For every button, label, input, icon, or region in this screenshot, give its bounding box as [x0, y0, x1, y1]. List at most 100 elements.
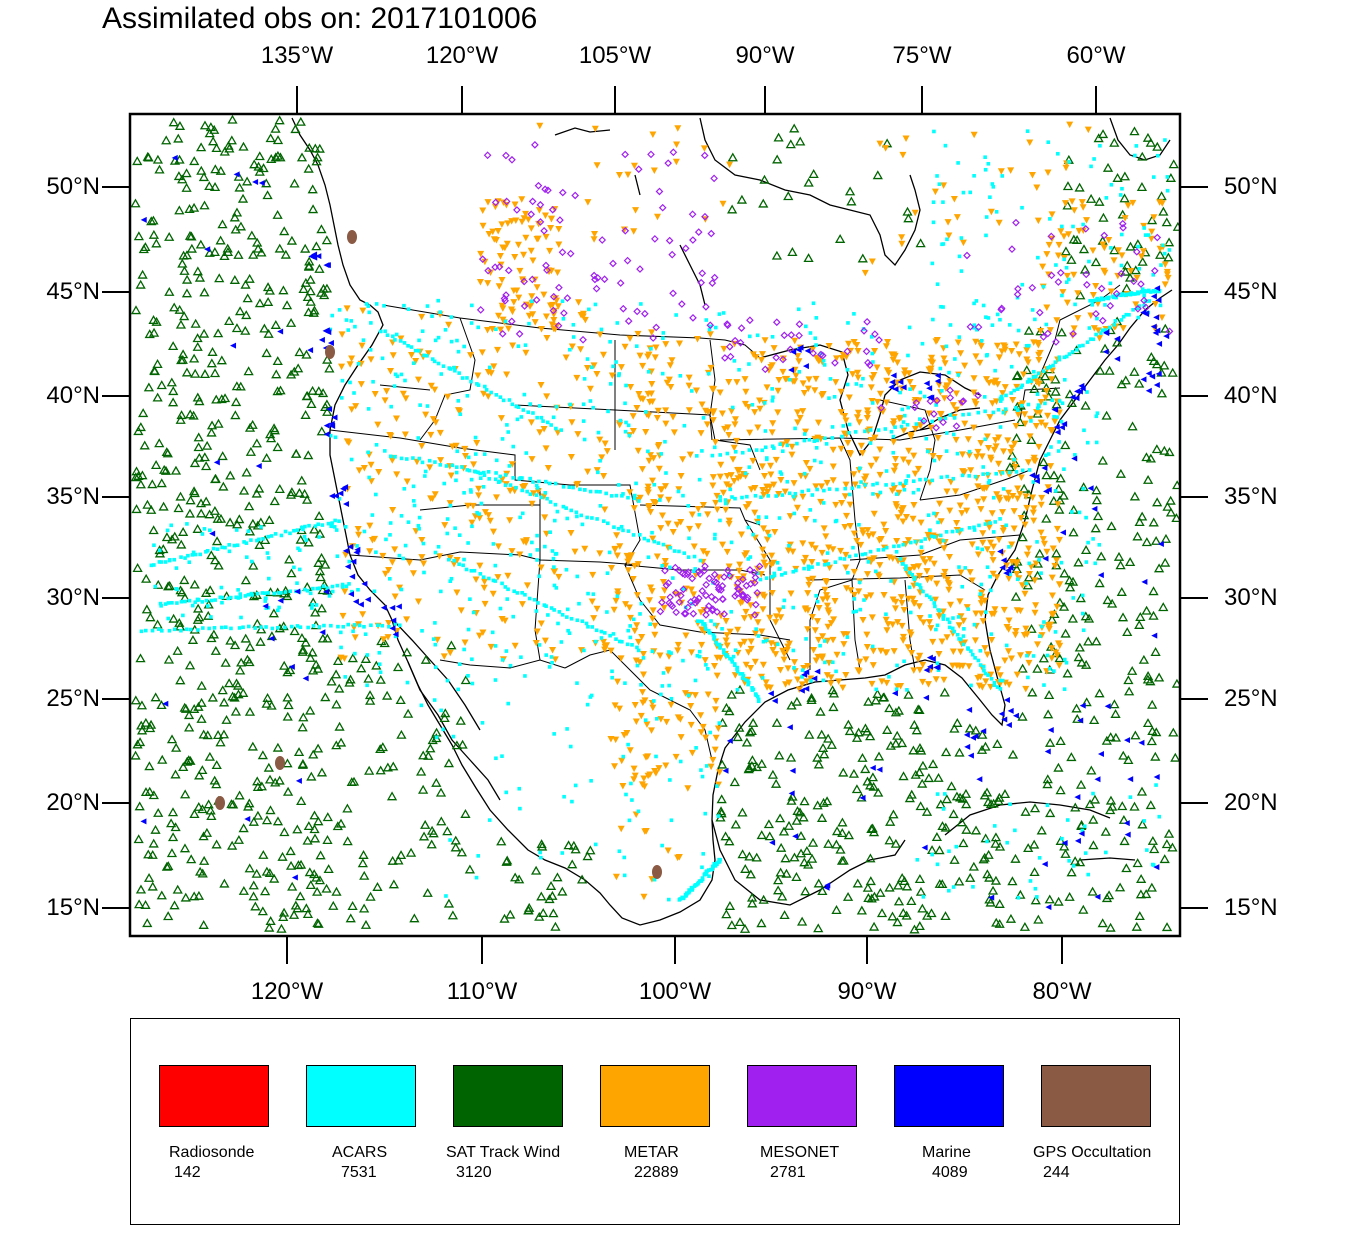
sat-track-wind-marker [304, 142, 315, 152]
sat-track-wind-marker [915, 238, 926, 248]
acars-marker [976, 658, 981, 663]
metar-marker [742, 388, 750, 396]
metar-marker [648, 615, 656, 623]
undefined [764, 515, 769, 520]
acars-marker [263, 591, 267, 595]
undefined [470, 681, 475, 686]
mesonet-marker [939, 418, 947, 427]
sat-track-wind-marker [148, 315, 159, 324]
undefined [1026, 675, 1030, 680]
sat-track-wind-marker [248, 880, 259, 890]
mesonet-marker [671, 563, 680, 572]
sat-track-wind-marker [1075, 779, 1087, 789]
metar-marker [945, 232, 953, 239]
undefined [1059, 419, 1064, 424]
sat-track-wind-marker [420, 819, 431, 829]
undefined [884, 469, 889, 473]
metar-marker [714, 725, 722, 732]
undefined [468, 488, 473, 492]
metar-marker [999, 390, 1007, 397]
undefined [494, 756, 498, 761]
sat-track-wind-marker [254, 151, 265, 161]
acars-marker [1036, 371, 1041, 376]
sat-track-wind-marker [797, 916, 808, 926]
mesonet-marker [700, 151, 709, 160]
sat-track-wind-marker [306, 399, 317, 409]
sat-track-wind-marker [744, 727, 756, 737]
acars-marker [672, 549, 677, 553]
sat-track-wind-marker [1121, 283, 1132, 293]
metar-marker [426, 464, 434, 471]
undefined [731, 654, 736, 659]
undefined [456, 399, 461, 403]
acars-marker [626, 529, 631, 533]
metar-marker [742, 661, 750, 669]
sat-track-wind-marker [195, 866, 206, 876]
acars-marker [863, 552, 868, 556]
sat-track-wind-marker [206, 633, 217, 643]
sat-track-wind-marker [279, 226, 290, 236]
metar-marker [1022, 625, 1030, 633]
metar-marker [747, 665, 755, 672]
sat-track-wind-marker [401, 647, 413, 657]
undefined [956, 161, 960, 165]
mesonet-marker [484, 266, 492, 275]
acars-marker [1133, 292, 1137, 296]
metar-marker [677, 518, 685, 526]
sat-track-wind-marker [1033, 914, 1044, 924]
sat-track-wind-marker [443, 758, 455, 768]
metar-marker [1099, 241, 1107, 248]
undefined [506, 701, 511, 706]
acars-marker [409, 345, 414, 349]
sat-track-wind-marker [393, 855, 404, 865]
metar-marker [1066, 121, 1074, 129]
undefined [1037, 634, 1042, 639]
metar-marker [697, 430, 705, 437]
acars-marker [847, 431, 851, 435]
metar-marker [702, 407, 710, 415]
metar-marker [1048, 645, 1056, 652]
sat-track-wind-marker [209, 505, 221, 515]
sat-track-wind-marker [1064, 582, 1076, 592]
mesonet-marker [662, 581, 671, 590]
metar-marker [760, 559, 768, 567]
sat-track-wind-marker [345, 913, 356, 923]
metar-marker [661, 558, 669, 565]
metar-marker [906, 629, 914, 636]
metar-marker [827, 680, 835, 687]
sat-track-wind-marker [1117, 612, 1129, 622]
metar-marker [446, 649, 454, 657]
sat-track-wind-marker [1159, 854, 1170, 864]
metar-marker [799, 493, 807, 501]
metar-marker [1047, 463, 1055, 470]
mesonet-marker [623, 256, 632, 265]
sat-track-wind-marker [772, 154, 783, 164]
metar-marker [812, 483, 820, 490]
metar-marker [1044, 412, 1052, 420]
undefined [455, 338, 459, 343]
metar-marker [1008, 655, 1016, 662]
metar-marker [850, 568, 858, 576]
acars-marker [746, 682, 750, 687]
sat-track-wind-marker [1078, 904, 1089, 914]
sat-track-wind-marker [865, 731, 876, 741]
metar-marker [837, 388, 845, 396]
acars-marker [317, 586, 322, 591]
undefined [547, 665, 552, 669]
undefined [941, 305, 945, 309]
mesonet-marker [590, 271, 598, 280]
acars-marker [183, 599, 187, 604]
metar-marker [665, 653, 673, 660]
sat-track-wind-marker [154, 548, 166, 558]
metar-marker [476, 515, 484, 522]
sat-track-wind-marker [1094, 688, 1105, 698]
undefined [538, 850, 542, 855]
undefined [1025, 653, 1029, 658]
undefined [599, 636, 604, 640]
sat-track-wind-marker [1073, 652, 1084, 662]
metar-marker [1034, 342, 1042, 349]
sat-track-wind-marker [1020, 806, 1031, 816]
metar-marker [970, 375, 978, 382]
undefined [1035, 392, 1040, 396]
undefined [550, 549, 555, 553]
